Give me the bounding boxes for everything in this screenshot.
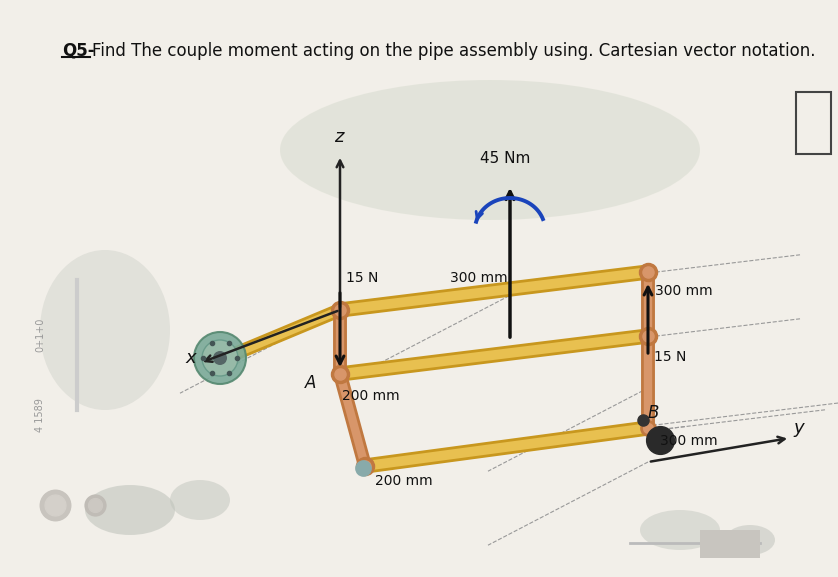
Text: B: B (648, 404, 660, 422)
Text: 200 mm: 200 mm (342, 389, 400, 403)
Ellipse shape (725, 525, 775, 555)
Text: Q5-: Q5- (62, 42, 95, 60)
Ellipse shape (202, 340, 238, 376)
Ellipse shape (194, 332, 246, 384)
Text: A: A (305, 374, 317, 392)
Text: 15 N: 15 N (654, 350, 686, 364)
Ellipse shape (170, 480, 230, 520)
Ellipse shape (280, 80, 700, 220)
Bar (796, 92, 831, 154)
Text: x: x (185, 349, 195, 367)
Text: y: y (793, 419, 804, 437)
Ellipse shape (213, 351, 227, 365)
Text: 300 mm: 300 mm (450, 271, 508, 285)
Text: Find The couple moment acting on the pipe assembly using. Cartesian vector notat: Find The couple moment acting on the pip… (92, 42, 815, 60)
Text: 4 1589: 4 1589 (35, 398, 45, 432)
Ellipse shape (640, 510, 720, 550)
Bar (700, 530, 760, 558)
Text: 15 N: 15 N (346, 271, 379, 285)
Text: 0+1+0: 0+1+0 (35, 317, 45, 352)
Ellipse shape (85, 485, 175, 535)
Text: 300 mm: 300 mm (660, 434, 717, 448)
Ellipse shape (40, 250, 170, 410)
Text: 300 mm: 300 mm (655, 284, 712, 298)
Text: z: z (334, 128, 344, 146)
Text: 45 Nm: 45 Nm (480, 151, 530, 166)
Text: 200 mm: 200 mm (375, 474, 432, 488)
